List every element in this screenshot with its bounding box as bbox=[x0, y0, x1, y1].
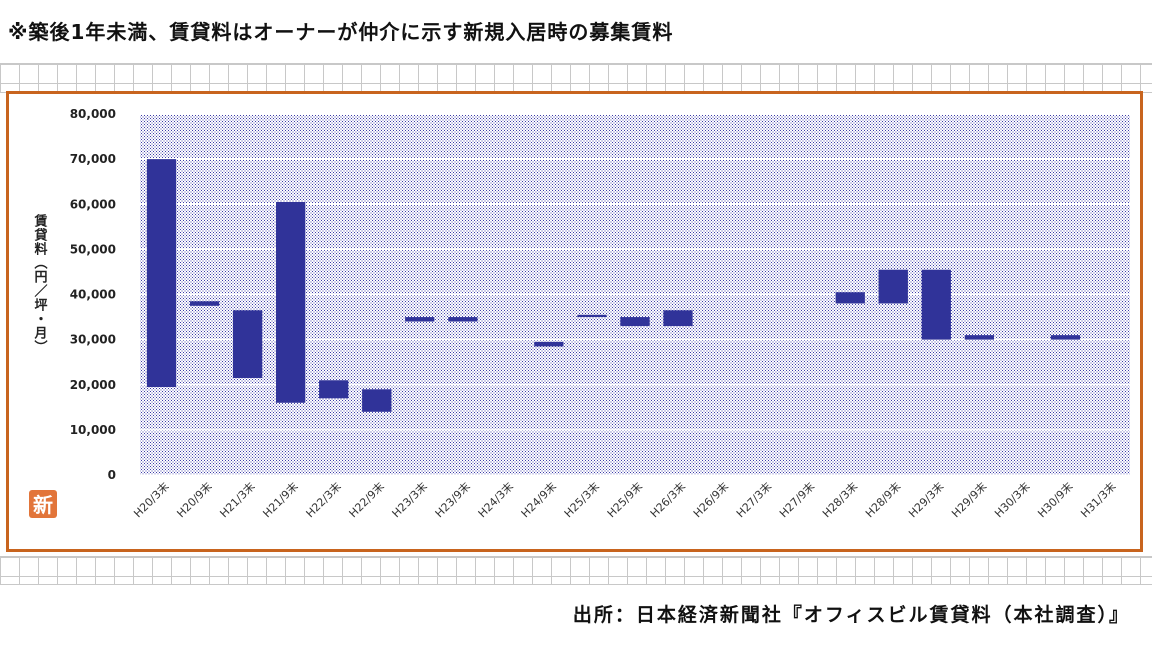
y-tick-label: 50,000 bbox=[70, 242, 116, 256]
x-tick-label: H20/9末 bbox=[174, 479, 215, 520]
x-tick-label: H22/3末 bbox=[303, 479, 344, 520]
x-tick-label: H30/9末 bbox=[1035, 479, 1076, 520]
chart-frame: 0 10,000 20,000 30,000 40,000 50,000 60,000 70,… bbox=[6, 91, 1143, 552]
x-tick-label: H23/3末 bbox=[389, 479, 430, 520]
source-caption: 出所：日本経済新聞社『オフィスビル賃貸料（本社調査）』 bbox=[572, 604, 1130, 626]
y-tick-label: 70,000 bbox=[70, 152, 116, 166]
chart-note: ※築後1年未満、賃貸料はオーナーが仲介に示す新規入居時の募集賃料 bbox=[8, 20, 674, 44]
top-grid-strip bbox=[0, 63, 1152, 93]
y-tick-label: 0 bbox=[108, 468, 116, 482]
x-tick-label: H24/3末 bbox=[475, 479, 516, 520]
range-bar bbox=[1050, 335, 1081, 340]
range-bar bbox=[405, 317, 435, 322]
y-tick-label: 60,000 bbox=[70, 197, 116, 211]
y-tick-label: 40,000 bbox=[70, 288, 116, 302]
x-tick-label: H25/9末 bbox=[604, 479, 645, 520]
range-bar bbox=[921, 269, 951, 340]
range-bar-chart: 0 10,000 20,000 30,000 40,000 50,000 60,000 70,… bbox=[29, 107, 1130, 520]
range-bar bbox=[319, 380, 349, 399]
x-tick-label: H29/9末 bbox=[948, 479, 989, 520]
x-tick-label: H23/9末 bbox=[432, 479, 473, 520]
bottom-grid-strip bbox=[0, 556, 1152, 585]
x-tick-label: H26/3末 bbox=[647, 479, 688, 520]
x-tick-label: H27/3末 bbox=[733, 479, 774, 520]
x-tick-label: H20/3末 bbox=[131, 479, 172, 520]
range-bar bbox=[362, 389, 392, 412]
range-bar bbox=[620, 317, 650, 327]
range-bar bbox=[835, 292, 865, 304]
x-tick-label: H30/3末 bbox=[992, 479, 1033, 520]
logo-stamp: 新 bbox=[29, 490, 57, 518]
x-tick-label: H28/9末 bbox=[862, 479, 903, 520]
y-tick-label: 10,000 bbox=[70, 423, 116, 437]
x-tick-label: H21/3末 bbox=[217, 479, 258, 520]
y-tick-label: 20,000 bbox=[70, 378, 116, 392]
y-axis-label: 賃貸料（円／坪・月） bbox=[32, 213, 49, 354]
range-bar bbox=[577, 314, 607, 318]
x-tick-label: H28/3末 bbox=[819, 479, 860, 520]
range-bar bbox=[534, 341, 564, 347]
x-tick-label: H24/9末 bbox=[518, 479, 559, 520]
logo-text: 新 bbox=[33, 493, 53, 517]
x-tick-label: H29/3末 bbox=[905, 479, 946, 520]
y-tick-label: 80,000 bbox=[70, 107, 116, 121]
x-tick-label: H26/9末 bbox=[690, 479, 731, 520]
range-bar bbox=[663, 310, 693, 327]
range-bar bbox=[964, 335, 994, 340]
x-tick-label: H22/9末 bbox=[346, 479, 387, 520]
x-tick-label: H25/3末 bbox=[561, 479, 602, 520]
x-tick-label: H31/3末 bbox=[1078, 479, 1119, 520]
x-tick-label: H21/9末 bbox=[260, 479, 301, 520]
range-bar bbox=[276, 201, 306, 403]
range-bar bbox=[448, 317, 478, 322]
range-bar bbox=[878, 269, 908, 304]
range-bar bbox=[189, 301, 220, 306]
range-bar bbox=[146, 159, 177, 388]
x-tick-label: H27/9末 bbox=[776, 479, 817, 520]
y-tick-label: 30,000 bbox=[70, 333, 116, 347]
range-bar bbox=[232, 310, 263, 378]
